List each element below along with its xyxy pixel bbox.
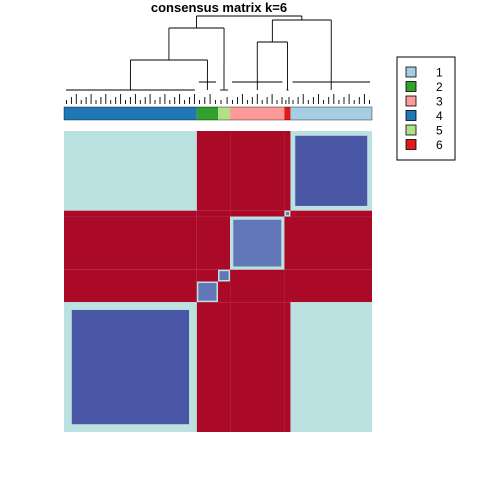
annotation-cell-cluster-6 [284,107,291,120]
annotation-cell-cluster-4 [64,107,197,120]
heatmap-block-1-3 [230,131,285,211]
legend-swatch-1 [405,66,417,78]
heatmap-block-4-6 [284,302,291,432]
heatmap-block-3-2 [196,216,218,270]
heatmap-block-4-1 [290,302,372,432]
heatmap-block-6-3 [230,210,285,217]
heatmap-block-1-4 [64,131,197,211]
heatmap-block-2-5 [218,281,231,303]
heatmap-block-1-2 [196,131,218,211]
heatmap-block-core-4 [71,309,190,425]
heatmap-block-core-2 [198,283,217,301]
legend-swatch-4 [405,110,417,121]
heatmap-block-1-5 [218,131,231,211]
heatmap-block-2-6 [284,281,291,303]
heatmap-block-6-5 [218,210,231,217]
heatmap-block-5-4 [64,269,197,282]
heatmap-block-3-4 [64,216,197,270]
heatmap-block-6-1 [290,210,372,217]
annotation-cell-cluster-3 [230,107,285,120]
heatmap-block-4-2 [196,302,218,432]
legend-label-4: 4 [436,109,443,123]
consensus-heatmap [64,131,372,432]
heatmap-block-5-3 [230,269,285,282]
heatmap-block-core-3 [233,219,282,267]
legend-label-2: 2 [436,80,443,94]
annotation-cell-cluster-1 [290,107,372,120]
heatmap-block-2-3 [230,281,285,303]
heatmap-block-5-1 [290,269,372,282]
heatmap-block-4-5 [218,302,231,432]
legend-swatch-2 [405,81,417,92]
heatmap-block-5-2 [196,269,218,282]
dendrogram [66,15,370,104]
heatmap-block-core-5 [219,271,229,280]
annotation-cell-cluster-2 [196,107,218,120]
heatmap-block-3-1 [290,216,372,270]
legend-label-1: 1 [436,66,443,80]
heatmap-block-5-6 [284,269,291,282]
legend-swatch-3 [405,95,417,107]
heatmap-block-4-3 [230,302,285,432]
annotation-cell-cluster-5 [218,107,231,120]
heatmap-block-3-5 [218,216,231,270]
heatmap-block-6-2 [196,210,218,217]
legend-swatch-5 [405,124,417,136]
legend-swatch-6 [405,139,417,150]
legend-label-3: 3 [436,95,443,109]
cluster-annotation-bar [63,106,373,121]
legend-label-6: 6 [436,138,443,152]
heatmap-block-2-4 [64,281,197,303]
heatmap-block-1-6 [284,131,291,211]
legend-label-5: 5 [436,124,443,138]
annotation-frame [63,106,373,121]
heatmap-block-6-4 [64,210,197,217]
heatmap-block-core-6 [285,212,289,216]
heatmap-block-3-6 [284,216,291,270]
heatmap-block-2-1 [290,281,372,303]
chart-title: consensus matrix k=6 [150,0,288,15]
heatmap-block-core-1 [295,135,368,206]
